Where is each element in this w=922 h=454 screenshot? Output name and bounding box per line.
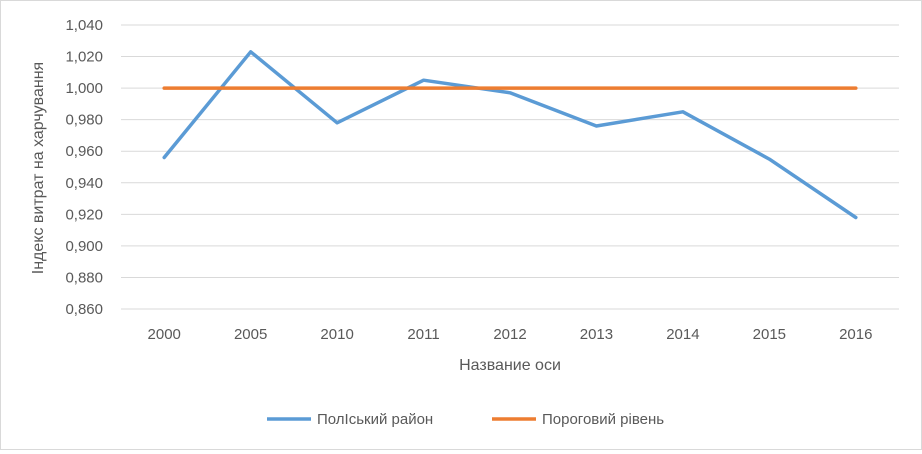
y-tick-label: 1,020	[65, 49, 103, 66]
x-tick-label: 2005	[234, 326, 267, 343]
x-axis-title: Название оси	[459, 357, 561, 374]
x-tick-label: 2014	[666, 326, 699, 343]
y-tick-label: 1,000	[65, 80, 103, 97]
legend-entry-label: Пороговий рівень	[542, 411, 664, 428]
y-tick-label: 0,960	[65, 143, 103, 160]
y-axis-title: Індекс витрат на харчування	[30, 62, 47, 274]
x-tick-label: 2000	[148, 326, 181, 343]
y-tick-label: 1,040	[65, 17, 103, 34]
legend-entry-label: ПолІський район	[317, 411, 433, 428]
x-tick-label: 2016	[839, 326, 872, 343]
gridlines	[121, 24, 899, 310]
x-tick-label: 2010	[320, 326, 353, 343]
x-tick-label: 2015	[753, 326, 786, 343]
y-tick-label: 0,940	[65, 175, 103, 192]
legend: ПолІський район Пороговий рівень	[267, 411, 664, 428]
series-lines	[162, 50, 858, 220]
x-tick-label: 2011	[407, 326, 439, 343]
y-tick-label: 0,900	[65, 238, 103, 255]
y-tick-label: 0,980	[65, 112, 103, 129]
x-axis-ticks: 2000 2005 2010 2011 2012 2013 2014 2015 2016	[148, 326, 873, 343]
y-tick-label: 0,880	[65, 269, 103, 286]
y-tick-label: 0,860	[65, 301, 103, 318]
x-tick-label: 2013	[580, 326, 613, 343]
x-tick-label: 2012	[493, 326, 526, 343]
y-tick-label: 0,920	[65, 206, 103, 223]
series-line-1	[162, 50, 858, 220]
y-axis-ticks: 0,860 0,880 0,900 0,920 0,940 0,960 0,980 1,000…	[65, 17, 103, 318]
